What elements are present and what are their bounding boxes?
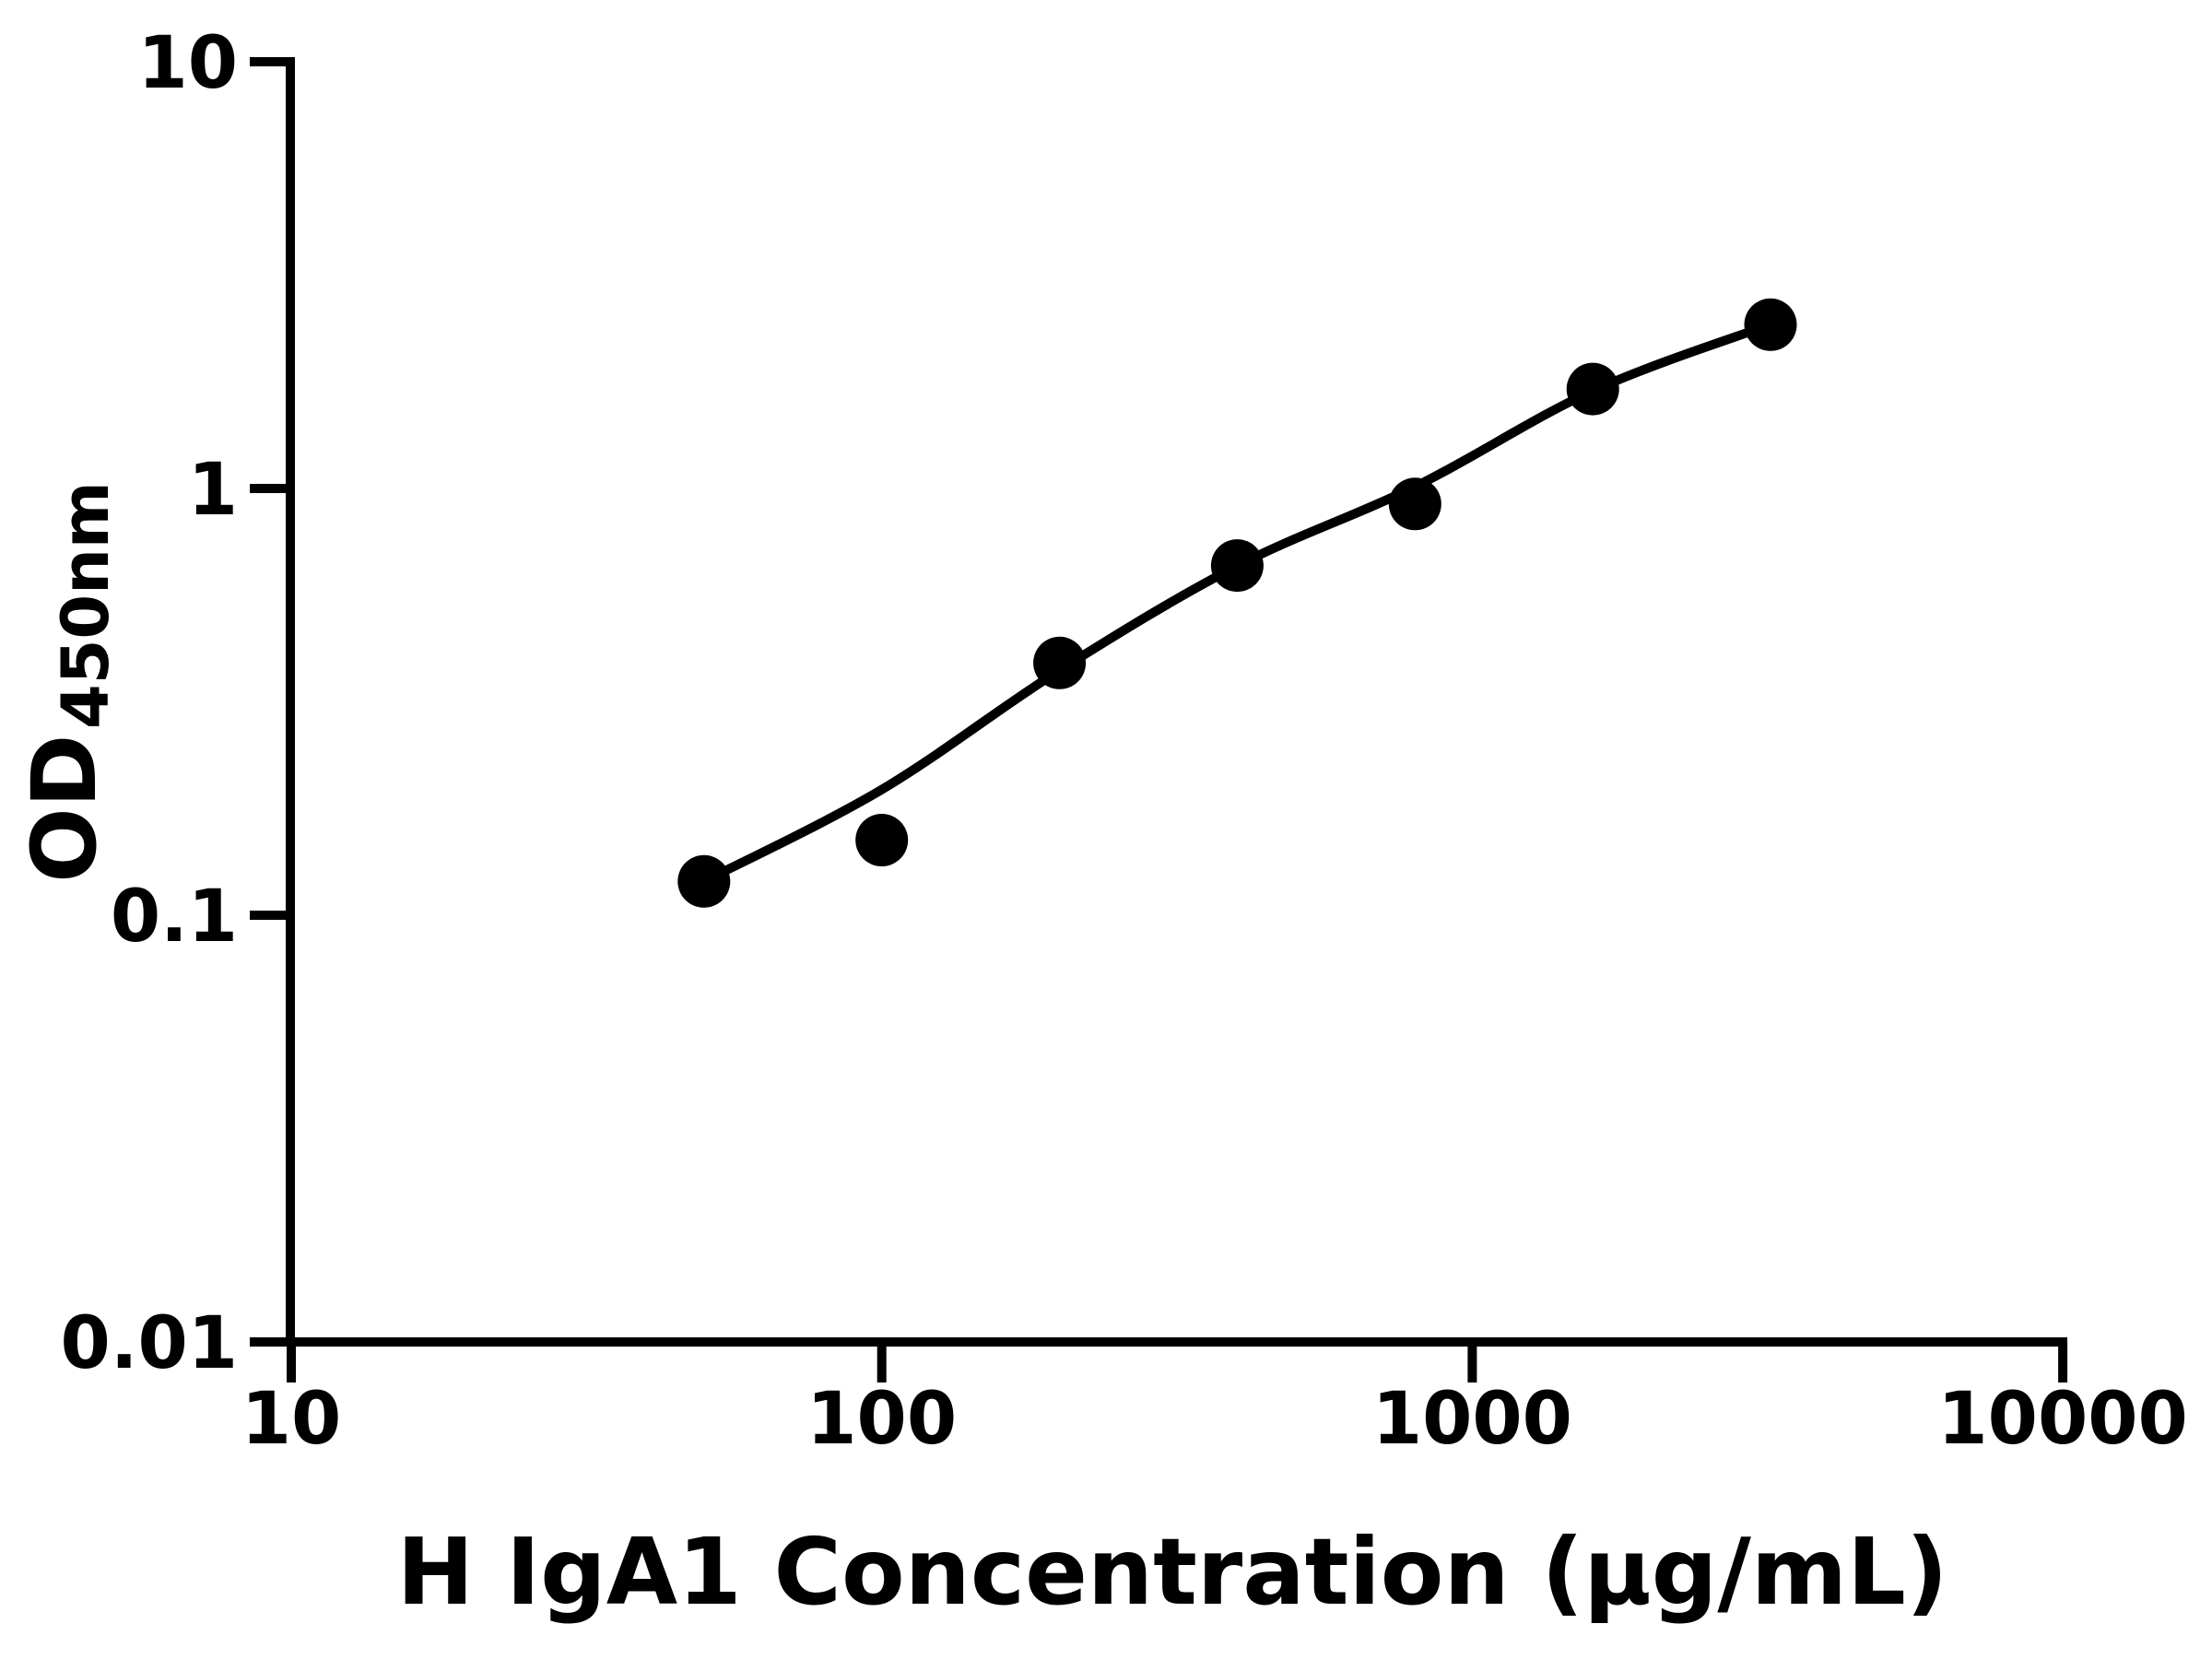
y-tick-label: 0.1	[111, 876, 238, 959]
x-axis-title: H IgA1 Concentration (μg/mL)	[396, 1518, 1947, 1626]
x-tick-labels: 10 100 1000 10000	[241, 1378, 2188, 1461]
data-point-marker	[855, 814, 909, 866]
x-tick-label: 100	[806, 1378, 957, 1461]
data-point-marker	[1388, 477, 1441, 531]
y-tick-labels: 10 1 0.1 0.01	[61, 22, 238, 1385]
y-ticks	[250, 57, 290, 1347]
x-axis: 10 100 1000 10000	[241, 1337, 2188, 1461]
data-points	[677, 298, 1797, 908]
x-ticks	[287, 1342, 2068, 1382]
y-axis-title-main: OD	[13, 735, 116, 883]
data-point-marker	[1744, 298, 1797, 351]
x-tick-label: 10	[241, 1378, 342, 1461]
y-axis: 10 1 0.1 0.01	[61, 22, 295, 1385]
y-tick-label: 1	[188, 449, 238, 532]
x-tick-label: 10000	[1937, 1378, 2187, 1461]
data-point-marker	[1033, 636, 1087, 689]
data-point-marker	[677, 854, 731, 908]
y-axis-title: OD 450nm	[13, 481, 124, 883]
data-point-marker	[1210, 539, 1264, 593]
data-point-marker	[1566, 362, 1619, 416]
y-tick-label: 10	[137, 22, 238, 105]
x-tick-label: 1000	[1372, 1378, 1572, 1461]
y-tick-label: 0.01	[61, 1302, 238, 1385]
y-axis-title-subscript: 450nm	[48, 481, 124, 729]
